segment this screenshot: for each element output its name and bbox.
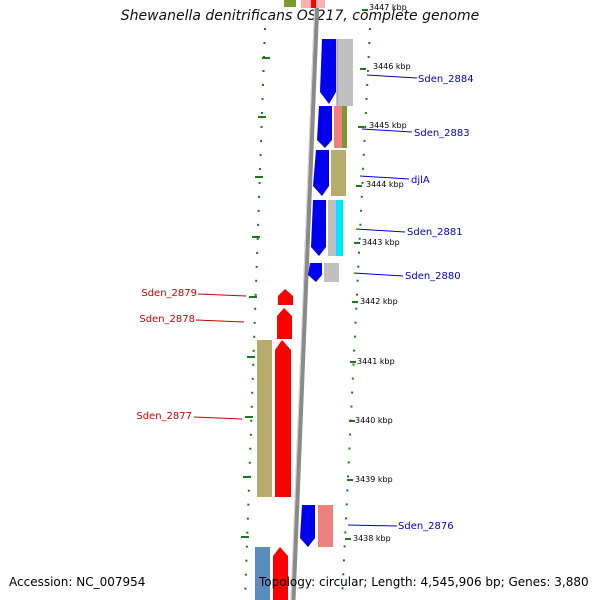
gene-label-sden-2879: Sden_2879 bbox=[141, 288, 197, 299]
kbp-marker: 3443 kbp bbox=[362, 238, 400, 247]
gene-label-sden-2884: Sden_2884 bbox=[418, 74, 474, 85]
gene-arrow-sden-2877 bbox=[275, 340, 291, 497]
gene-label-sden-2876: Sden_2876 bbox=[398, 521, 454, 532]
gene-arrow-sden-2881 bbox=[311, 200, 326, 256]
gene-arrow-sden-2884 bbox=[320, 39, 336, 104]
kbp-marker: 3446 kbp bbox=[373, 62, 411, 71]
outer-dotted-track-right bbox=[341, 27, 371, 600]
tick-marks-left bbox=[241, 57, 270, 538]
kbp-marker: 3439 kbp bbox=[355, 475, 393, 484]
kbp-marker: 3447 kbp bbox=[369, 3, 407, 12]
kbp-marker: 3441 kbp bbox=[357, 357, 395, 366]
page-title: Shewanella denitrificans OS217, complete… bbox=[120, 8, 480, 24]
cog-bar-sden-2881 bbox=[328, 200, 336, 256]
cog-bar-sden-2883 bbox=[334, 106, 342, 148]
cog-bar-sden-2880 bbox=[324, 263, 339, 282]
cog-bar-sden-2877 bbox=[257, 340, 272, 497]
cog-bar-sden-2883 bbox=[342, 106, 347, 148]
label-leaders-right bbox=[347, 74, 418, 527]
outer-dotted-track-left bbox=[244, 27, 266, 600]
gene-label-sden-2877: Sden_2877 bbox=[136, 411, 192, 422]
genome-backbone bbox=[290, 0, 320, 600]
gene-arrow-sden-2879 bbox=[278, 289, 293, 305]
tick-marks-right bbox=[345, 9, 368, 540]
genome-backbone-highlight bbox=[290, 0, 316, 600]
kbp-marker: 3440 kbp bbox=[355, 416, 393, 425]
label-leaders-left bbox=[193, 293, 247, 420]
kbp-marker: 3445 kbp bbox=[369, 121, 407, 130]
gene-arrow-sden-2880 bbox=[308, 263, 322, 282]
gene-arrow-sden-2876 bbox=[300, 505, 315, 547]
partial-gene-top bbox=[284, 0, 296, 7]
kbp-marker: 3444 kbp bbox=[366, 180, 404, 189]
gene-arrow-djla bbox=[313, 150, 329, 196]
gene-arrow-bottom bbox=[273, 547, 288, 600]
accession-label: Accession: NC_007954 bbox=[9, 575, 146, 589]
gene-arrow-sden-2883 bbox=[317, 106, 332, 148]
gene-label-sden-2880: Sden_2880 bbox=[405, 271, 461, 282]
topology-label: Topology: circular; Length: 4,545,906 bp… bbox=[259, 575, 589, 589]
kbp-marker: 3438 kbp bbox=[353, 534, 391, 543]
gene-label-sden-2883: Sden_2883 bbox=[414, 128, 470, 139]
cog-bar-sden-2881 bbox=[336, 200, 343, 256]
kbp-marker: 3442 kbp bbox=[360, 297, 398, 306]
cog-bar-sden-2876 bbox=[318, 505, 333, 547]
partial-gene-top bbox=[311, 0, 316, 8]
gene-arrow-sden-2878 bbox=[277, 308, 292, 339]
gene-label-sden-2881: Sden_2881 bbox=[407, 227, 463, 238]
cog-bar-djla bbox=[331, 150, 346, 196]
cog-bar-bottom bbox=[255, 547, 270, 600]
gene-label-djla: djlA bbox=[411, 175, 430, 186]
gene-label-sden-2878: Sden_2878 bbox=[139, 314, 195, 325]
cog-bar-sden-2884 bbox=[337, 39, 353, 106]
